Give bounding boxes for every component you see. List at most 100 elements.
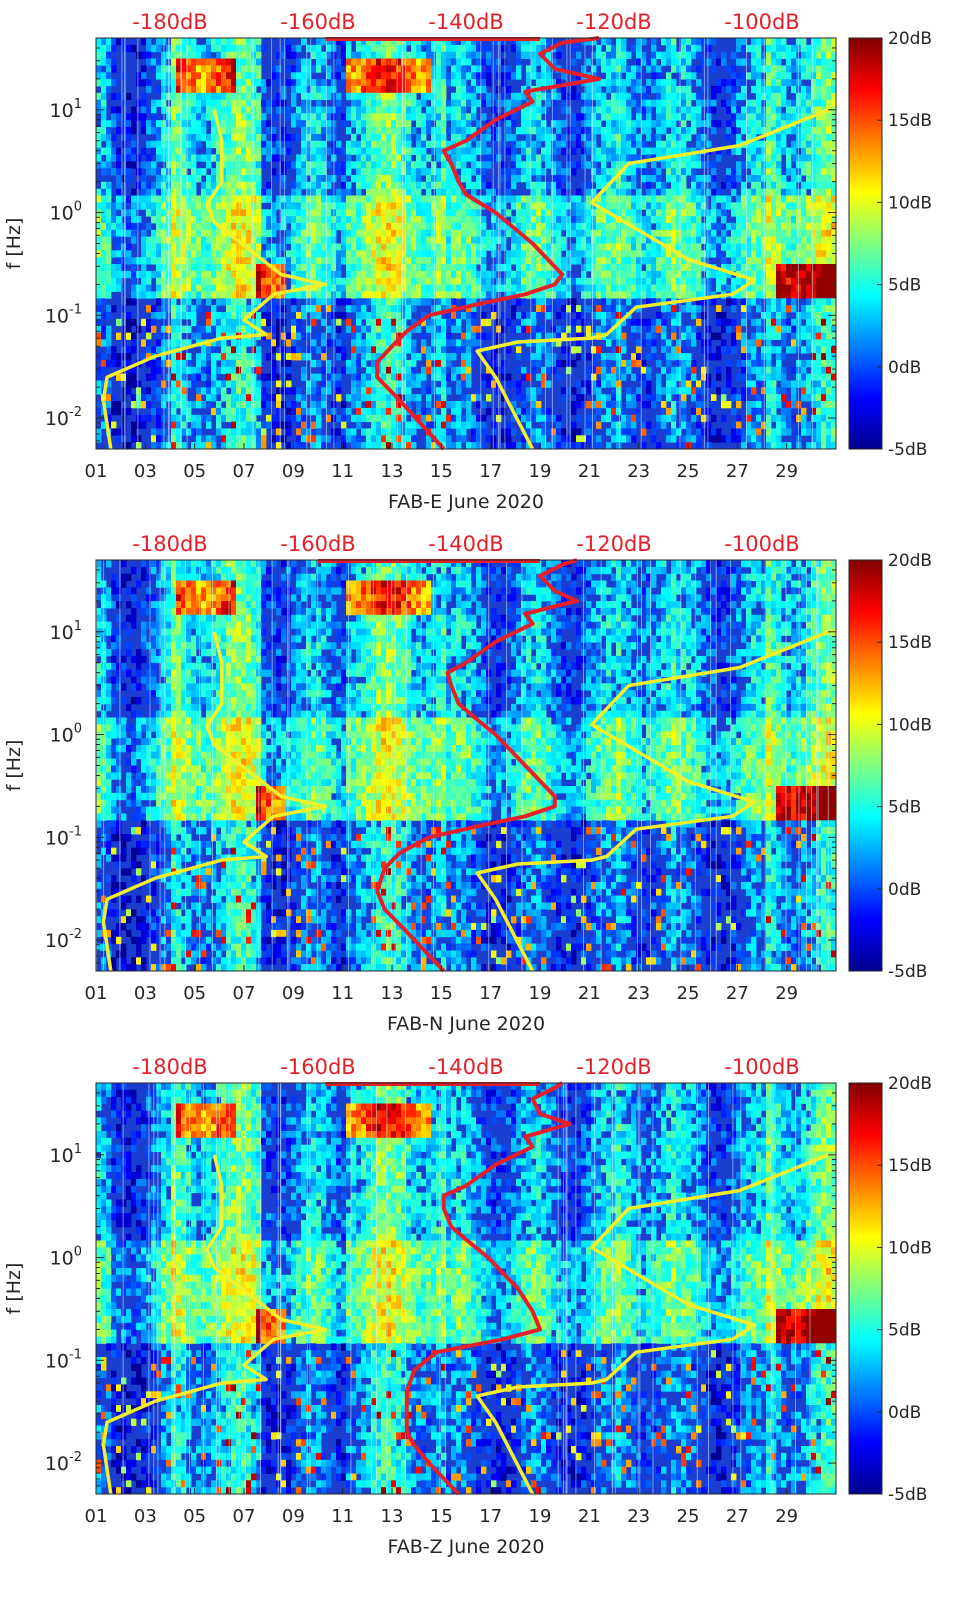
spectrogram-cell (551, 134, 556, 141)
spectrogram-cell (431, 86, 436, 93)
spectrogram-cell (256, 271, 261, 278)
spectrogram-cell (381, 79, 386, 86)
spectrogram-cell (291, 72, 296, 79)
spectrogram-cell (681, 271, 686, 278)
spectrogram-cell (821, 148, 826, 155)
spectrogram-cell (341, 59, 346, 66)
spectrogram-cell (386, 154, 391, 161)
spectrogram-cell (696, 244, 701, 251)
spectrogram-cell (346, 291, 351, 298)
spectrogram-cell (606, 168, 611, 175)
spectrogram-cell (446, 189, 451, 196)
spectrogram-cell (346, 298, 351, 305)
spectrogram-cell (596, 59, 601, 66)
spectrogram-cell (106, 120, 111, 127)
spectrogram-cell (111, 93, 116, 100)
spectrogram-cell (516, 209, 521, 216)
spectrogram-cell (141, 291, 146, 298)
spectrogram-cell (456, 291, 461, 298)
spectrogram-cell (191, 72, 196, 79)
spectrogram-cell (596, 257, 601, 264)
spectrogram-cell (726, 127, 731, 134)
spectrogram-cell (361, 100, 366, 107)
spectrogram-cell (536, 264, 541, 271)
spectrogram-cell (321, 196, 326, 203)
spectrogram-cell (536, 175, 541, 182)
spectrogram-cell (481, 278, 486, 285)
spectrogram-cell (486, 154, 491, 161)
spectrogram-cell (436, 93, 441, 100)
spectrogram-cell (241, 120, 246, 127)
spectrogram-cell (301, 244, 306, 251)
spectrogram-cell (596, 154, 601, 161)
spectrogram-cell (341, 312, 346, 319)
spectrogram-cell (191, 209, 196, 216)
spectrogram-cell (571, 298, 576, 305)
spectrogram-cell (441, 161, 446, 168)
spectrogram-cell (446, 298, 451, 305)
spectrogram-cell (321, 65, 326, 72)
spectrogram-cell (241, 209, 246, 216)
spectrogram-cell (801, 72, 806, 79)
spectrogram-cell (441, 86, 446, 93)
spectrogram-cell (391, 305, 396, 312)
spectrogram-cell (531, 72, 536, 79)
spectrogram-cell (671, 189, 676, 196)
spectrogram-cell (486, 291, 491, 298)
spectrogram-cell (256, 264, 261, 271)
spectrogram-cell (301, 127, 306, 134)
spectrogram-cell (626, 120, 631, 127)
spectrogram-cell (246, 175, 251, 182)
spectrogram-cell (446, 223, 451, 230)
spectrogram-cell (761, 209, 766, 216)
spectrogram-cell (136, 168, 141, 175)
spectrogram-cell (751, 291, 756, 298)
spectrogram-cell (191, 161, 196, 168)
spectrogram-cell (791, 196, 796, 203)
spectrogram-cell (601, 127, 606, 134)
spectrogram-cell (156, 264, 161, 271)
spectrogram-cell (426, 264, 431, 271)
spectrogram-cell (621, 291, 626, 298)
spectrogram-cell (231, 154, 236, 161)
spectrogram-cell (661, 59, 666, 66)
spectrogram-cell (346, 107, 351, 114)
spectrogram-cell (461, 154, 466, 161)
spectrogram-cell (456, 202, 461, 209)
spectrogram-cell (761, 250, 766, 257)
spectrogram-cell (806, 250, 811, 257)
spectrogram-cell (411, 168, 416, 175)
spectrogram-cell (111, 148, 116, 155)
spectrogram-cell (581, 120, 586, 127)
spectrogram-cell (681, 209, 686, 216)
spectrogram-cell (226, 264, 231, 271)
spectrogram-cell (416, 209, 421, 216)
spectrogram-cell (441, 65, 446, 72)
spectrogram-cell (156, 250, 161, 257)
spectrogram-cell (386, 65, 391, 72)
spectrogram-cell (211, 278, 216, 285)
spectrogram-cell (811, 196, 816, 203)
spectrogram-cell (561, 107, 566, 114)
spectrogram-cell (246, 264, 251, 271)
spectrogram-cell (216, 59, 221, 66)
spectrogram-cell (321, 93, 326, 100)
spectrogram-cell (536, 237, 541, 244)
spectrogram-cell (676, 86, 681, 93)
spectrogram-cell (656, 182, 661, 189)
spectrogram-cell (811, 305, 816, 312)
spectrogram-cell (611, 79, 616, 86)
spectrogram-cell (661, 100, 666, 107)
spectrogram-cell (771, 298, 776, 305)
spectrogram-cell (471, 237, 476, 244)
spectrogram-cell (751, 161, 756, 168)
spectrogram-cell (741, 113, 746, 120)
spectrogram-cell (531, 45, 536, 52)
spectrogram-cell (826, 202, 831, 209)
spectrogram-cell (826, 271, 831, 278)
spectrogram-cell (586, 120, 591, 127)
spectrogram-cell (356, 148, 361, 155)
spectrogram-cell (351, 305, 356, 312)
spectrogram-cell (221, 250, 226, 257)
spectrogram-cell (386, 291, 391, 298)
